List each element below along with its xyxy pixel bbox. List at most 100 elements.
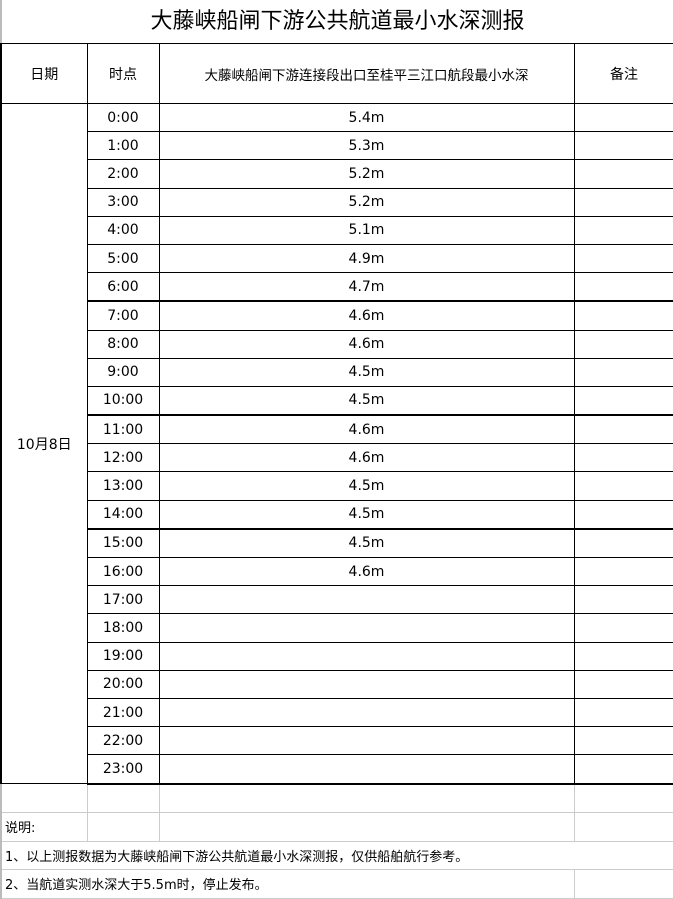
depth-cell: 4.6m <box>158 414 575 445</box>
table-row: 14:00 4.5m <box>1 499 673 530</box>
depth-cell <box>158 669 575 699</box>
table-row: 5:00 4.9m <box>1 243 673 274</box>
depth-cell <box>158 754 575 785</box>
time-cell: 19:00 <box>86 641 160 671</box>
remark-cell <box>573 131 673 161</box>
remark-cell <box>573 272 673 302</box>
time-cell: 8:00 <box>86 329 160 359</box>
time-cell: 17:00 <box>86 585 160 615</box>
time-cell: 7:00 <box>86 300 160 331</box>
time-cell: 10:00 <box>86 385 160 416</box>
remark-cell <box>573 385 673 416</box>
blank-cell <box>86 812 160 842</box>
remark-cell <box>573 726 673 756</box>
depth-cell: 5.1m <box>158 215 575 245</box>
depth-table: 日期 时点 大藤峡船闸下游连接段出口至桂平三江口航段最小水深 备注 10月8日 0… <box>0 43 673 899</box>
table-row: 23:00 <box>1 754 673 785</box>
depth-cell: 4.6m <box>158 556 575 587</box>
depth-cell: 4.5m <box>158 527 575 558</box>
depth-cell: 4.7m <box>158 272 575 302</box>
depth-cell: 5.2m <box>158 187 575 217</box>
time-cell: 13:00 <box>86 471 160 501</box>
blank-cell <box>573 783 673 813</box>
time-cell: 9:00 <box>86 357 160 387</box>
blank-cell <box>573 812 673 842</box>
blank-cell <box>158 783 575 813</box>
time-cell: 2:00 <box>86 159 160 189</box>
depth-cell: 5.4m <box>158 102 575 133</box>
note-row: 2、当航道实测水深大于5.5m时，停止发布。 <box>0 869 673 899</box>
remark-cell <box>573 556 673 587</box>
remark-cell <box>573 443 673 473</box>
blank-cell <box>158 812 575 842</box>
time-cell: 20:00 <box>86 669 160 699</box>
note-2: 2、当航道实测水深大于5.5m时，停止发布。 <box>0 869 575 899</box>
remark-cell <box>573 300 673 331</box>
remark-cell <box>573 159 673 189</box>
remark-cell <box>573 669 673 699</box>
remark-cell <box>573 585 673 615</box>
depth-cell: 4.5m <box>158 385 575 416</box>
table-row: 4:00 5.1m <box>1 215 673 245</box>
blank-cell <box>0 783 88 813</box>
table-row: 21:00 <box>1 697 673 728</box>
blank-row <box>0 783 673 813</box>
remark-cell <box>573 243 673 274</box>
table-row: 22:00 <box>1 726 673 756</box>
table-row: 12:00 4.6m <box>1 443 673 473</box>
remark-cell <box>573 471 673 501</box>
table-row: 1:00 5.3m <box>1 131 673 161</box>
remark-cell <box>573 187 673 217</box>
depth-cell: 5.3m <box>158 131 575 161</box>
depth-cell <box>158 697 575 728</box>
time-cell: 12:00 <box>86 443 160 473</box>
table-row: 9:00 4.5m <box>1 357 673 387</box>
time-cell: 4:00 <box>86 215 160 245</box>
time-cell: 1:00 <box>86 131 160 161</box>
header-depth: 大藤峡船闸下游连接段出口至桂平三江口航段最小水深 <box>158 43 575 104</box>
remark-cell <box>573 754 673 785</box>
depth-cell: 4.9m <box>158 243 575 274</box>
remark-cell <box>573 414 673 445</box>
report-title: 大藤峡船闸下游公共航道最小水深测报 <box>0 0 673 43</box>
time-cell: 23:00 <box>86 754 160 785</box>
remark-cell <box>573 102 673 133</box>
table-row: 7:00 4.6m <box>1 300 673 331</box>
time-cell: 21:00 <box>86 697 160 728</box>
table-row: 8:00 4.6m <box>1 329 673 359</box>
note-1: 1、以上测报数据为大藤峡船闸下游公共航道最小水深测报，仅供船舶航行参考。 <box>0 840 673 870</box>
table-row: 19:00 <box>1 641 673 671</box>
depth-cell <box>158 641 575 671</box>
table-row: 3:00 5.2m <box>1 187 673 217</box>
remark-cell <box>573 499 673 530</box>
header-remark: 备注 <box>573 43 673 104</box>
notes-label: 说明: <box>0 812 88 842</box>
table-row: 13:00 4.5m <box>1 471 673 501</box>
time-cell: 0:00 <box>86 102 160 133</box>
table-row: 10月8日 0:00 5.4m <box>0 102 673 784</box>
table-row: 15:00 4.5m <box>1 527 673 558</box>
note-row: 1、以上测报数据为大藤峡船闸下游公共航道最小水深测报，仅供船舶航行参考。 <box>0 840 673 870</box>
table-row: 17:00 <box>1 585 673 615</box>
depth-cell: 4.5m <box>158 499 575 530</box>
time-cell: 11:00 <box>86 414 160 445</box>
remark-cell <box>573 215 673 245</box>
remark-cell <box>573 357 673 387</box>
time-cell: 6:00 <box>86 272 160 302</box>
time-cell: 5:00 <box>86 243 160 274</box>
header-date: 日期 <box>0 43 88 104</box>
depth-cell <box>158 585 575 615</box>
notes-label-row: 说明: <box>0 812 673 842</box>
remark-cell <box>573 527 673 558</box>
time-cell: 18:00 <box>86 613 160 643</box>
date-cell: 10月8日 <box>0 103 88 784</box>
table-row: 10:00 4.5m <box>1 385 673 416</box>
depth-cell <box>158 726 575 756</box>
remark-cell <box>573 641 673 671</box>
time-cell: 15:00 <box>86 527 160 558</box>
time-cell: 22:00 <box>86 726 160 756</box>
depth-cell: 4.6m <box>158 329 575 359</box>
table-row: 6:00 4.7m <box>1 272 673 302</box>
header-time: 时点 <box>86 43 160 104</box>
time-cell: 16:00 <box>86 556 160 587</box>
